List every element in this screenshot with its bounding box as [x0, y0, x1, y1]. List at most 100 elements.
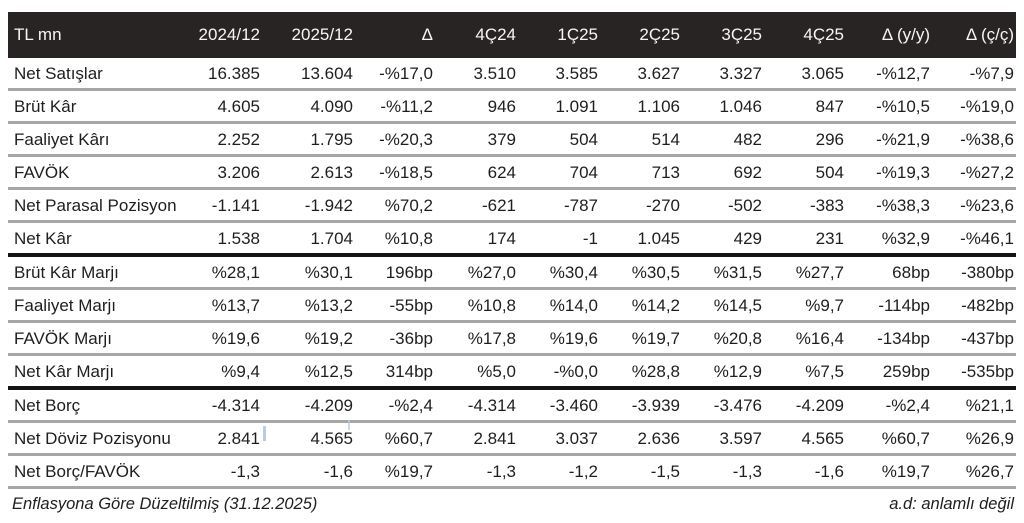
- value-cell: -%46,1: [932, 220, 1016, 255]
- value-cell: -383: [764, 187, 846, 222]
- value-cell: 3.327: [719, 64, 762, 83]
- value-cell: 68bp: [846, 253, 932, 289]
- value-cell: 692: [682, 154, 764, 189]
- table-row: Faaliyet Kârı 2.252 1.795 -%20,3 379 504 514 48…: [8, 121, 1016, 156]
- value-cell: %32,9: [846, 220, 932, 255]
- value-cell: 847: [764, 88, 846, 123]
- value-cell: 3.510: [473, 64, 516, 83]
- value-cell: -1,5: [600, 453, 682, 486]
- value-cell: -1,2: [518, 453, 600, 486]
- value-cell: 482: [682, 121, 764, 156]
- row-label: Net Satışlar: [14, 64, 103, 83]
- value-cell: -114bp: [846, 287, 932, 322]
- value-cell: %20,8: [682, 320, 764, 355]
- value-cell: 379: [435, 121, 518, 156]
- value-cell: -535bp: [932, 353, 1016, 388]
- value-cell: -1,3: [682, 453, 764, 486]
- value-cell: %19,7: [355, 453, 435, 486]
- value-cell: 1.795: [262, 121, 355, 156]
- value-cell: 4.565: [262, 420, 355, 455]
- header-cell: Δ (y/y): [846, 12, 932, 58]
- value-cell: 3.206: [171, 154, 262, 189]
- value-cell: -%2,4: [355, 386, 435, 422]
- value-cell: 16.385: [208, 64, 260, 83]
- value-cell: -1,3: [435, 453, 518, 486]
- value-cell: -4.314: [435, 386, 518, 422]
- value-cell: %60,7: [355, 420, 435, 455]
- value-cell: -%11,2: [355, 88, 435, 123]
- value-cell: 514: [600, 121, 682, 156]
- value-cell: %30,5: [600, 253, 682, 289]
- value-cell: -4.314: [171, 386, 262, 422]
- value-cell: 259bp: [846, 353, 932, 388]
- value-cell: -%7,9: [969, 64, 1014, 83]
- value-cell: -%2,4: [846, 386, 932, 422]
- value-cell: 1.046: [682, 88, 764, 123]
- row-label: Brüt Kâr Marjı: [8, 253, 171, 289]
- table-row: Net Borç/FAVÖK -1,3 -1,6 %19,7 -1,3 -1,2 -1,5-…: [8, 453, 1016, 486]
- value-cell: -134bp: [846, 320, 932, 355]
- value-cell: %7,5: [764, 353, 846, 388]
- row-label: Net Kâr Marjı: [8, 353, 171, 388]
- value-cell: %17,8: [435, 320, 518, 355]
- table-row: Net Borç -4.314 -4.209 -%2,4 -4.314 -3.460 -3.…: [8, 386, 1016, 422]
- value-cell: -3.460: [518, 386, 600, 422]
- value-cell: 196bp: [355, 253, 435, 289]
- value-cell: -%23,6: [932, 187, 1016, 222]
- table-row: Net Kâr Marjı %9,4 %12,5 314bp %5,0 -%0,0 %28,…: [8, 353, 1016, 388]
- header-row: TL mn 2024/12 2025/12 Δ 4Ç24 1Ç25 2Ç25 3Ç25 4Ç25…: [8, 12, 1016, 58]
- header-cell: 2024/12: [171, 12, 262, 58]
- header-cell-unit-label: TL mn: [8, 12, 171, 58]
- value-cell: %70,2: [355, 187, 435, 222]
- row-label: FAVÖK Marjı: [8, 320, 171, 355]
- value-cell: -4.209: [262, 386, 355, 422]
- header-cell: Δ: [355, 12, 435, 58]
- value-cell: 1.704: [262, 220, 355, 255]
- value-cell: %60,7: [846, 420, 932, 455]
- header-cell: 4Ç24: [435, 12, 518, 58]
- header-cell: 4Ç25: [764, 12, 846, 58]
- value-cell: -%17,0: [379, 64, 433, 83]
- header-cell: 2Ç25: [600, 12, 682, 58]
- value-cell: 429: [682, 220, 764, 255]
- value-cell: -502: [682, 187, 764, 222]
- value-cell: 2.636: [600, 420, 682, 455]
- value-cell: %12,5: [262, 353, 355, 388]
- value-cell: -%19,3: [846, 154, 932, 189]
- table-row: Net Kâr 1.538 1.704 %10,8 174 -1 1.045 429 231 %3…: [8, 220, 1016, 255]
- value-cell: %13,7: [171, 287, 262, 322]
- value-cell: %19,2: [262, 320, 355, 355]
- value-cell: %19,6: [518, 320, 600, 355]
- value-cell: 2.841: [171, 420, 262, 455]
- table-row: Brüt Kâr Marjı %28,1 %30,1 196bp %27,0 %30,4%…: [8, 253, 1016, 289]
- value-cell: -621: [435, 187, 518, 222]
- table-row: Net Satışlar 16.385 13.604 -%17,0 3.510 3.585…: [8, 58, 1016, 90]
- value-cell: -55bp: [355, 287, 435, 322]
- value-cell: 231: [764, 220, 846, 255]
- value-cell: 3.065: [801, 64, 844, 83]
- value-cell: -%19,0: [932, 88, 1016, 123]
- value-cell: %30,4: [518, 253, 600, 289]
- value-cell: %13,2: [262, 287, 355, 322]
- value-cell: %26,9: [932, 420, 1016, 455]
- value-cell: %19,6: [171, 320, 262, 355]
- value-cell: 1.538: [171, 220, 262, 255]
- row-label: Faaliyet Kârı: [8, 121, 171, 156]
- table-row: Net Parasal Pozisyon -1.141 -1.942 %70,2 -62…: [8, 187, 1016, 222]
- row-label: Net Kâr: [8, 220, 171, 255]
- value-cell: -%18,5: [355, 154, 435, 189]
- footnote-not-meaningful: a.d: anlamlı değil: [889, 495, 1014, 513]
- value-cell: 2.613: [262, 154, 355, 189]
- row-label: Net Döviz Pozisyonu: [8, 420, 171, 455]
- value-cell: 4.605: [171, 88, 262, 123]
- value-cell: %28,1: [171, 253, 262, 289]
- value-cell: %21,1: [932, 386, 1016, 422]
- table-body: Net Satışlar 16.385 13.604 -%17,0 3.510 3.585…: [8, 58, 1016, 486]
- value-cell: %27,0: [435, 253, 518, 289]
- value-cell: -1,6: [262, 453, 355, 486]
- value-cell: -%38,3: [846, 187, 932, 222]
- value-cell: 3.585: [555, 64, 598, 83]
- value-cell: -%20,3: [355, 121, 435, 156]
- value-cell: -%27,2: [932, 154, 1016, 189]
